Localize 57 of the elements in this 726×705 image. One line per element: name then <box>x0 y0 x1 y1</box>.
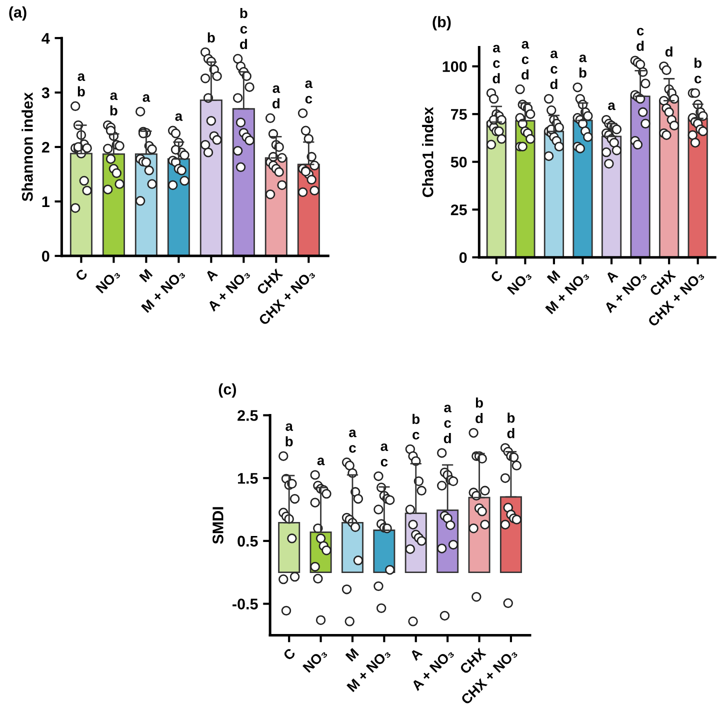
x-tick-label: NO₃ <box>95 268 121 294</box>
x-tick-label: C <box>282 648 296 661</box>
x-tick-label: C <box>490 270 504 284</box>
y-tick-label: 25 <box>450 204 467 216</box>
annotation: a <box>608 102 616 110</box>
annotation: b d <box>476 397 483 424</box>
chart-title: (b) <box>432 16 451 30</box>
annotation: b c <box>412 414 420 440</box>
annotation: a c d <box>444 404 452 444</box>
y-tick-label: 1.5 <box>238 473 258 484</box>
chart-title: (a) <box>9 6 26 21</box>
y-tick-label: 2.5 <box>238 410 258 421</box>
annotation: a c d <box>550 50 558 90</box>
annotation: a b <box>110 92 118 116</box>
annotation: c d <box>636 28 644 51</box>
x-tick-label: A <box>204 268 218 282</box>
x-tick-label: C <box>74 268 88 282</box>
x-tick-label: NO₃ <box>506 270 532 296</box>
x-tick-label: M <box>139 268 153 282</box>
x-tick-label: A <box>409 648 423 661</box>
annotation: a c <box>305 80 313 104</box>
y-axis-title: SMDI <box>212 507 224 544</box>
y-axis-title: Shannon index <box>22 92 33 202</box>
x-tick-label: A <box>605 270 618 284</box>
y-tick-label: -0.5 <box>232 598 258 610</box>
bar <box>373 530 396 574</box>
y-tick-label: 100 <box>442 61 467 72</box>
annotation: a b <box>78 73 86 96</box>
annotation: a c d <box>522 41 530 80</box>
annotation: d <box>665 46 672 57</box>
annotation: a d <box>272 85 280 108</box>
annotation: a b <box>579 54 587 78</box>
x-tick-label: M <box>546 270 560 284</box>
y-axis-title: Chao1 index <box>422 106 434 198</box>
annotation: b c d <box>240 8 248 50</box>
annotation: a c <box>349 430 356 453</box>
annotation: a c <box>380 443 388 467</box>
annotation: a b <box>286 423 294 446</box>
chart-title: (c) <box>218 383 236 398</box>
annotation: a <box>175 113 183 121</box>
y-tick-label: 75 <box>451 109 467 120</box>
annotation: b d <box>507 412 515 438</box>
annotation: a c d <box>492 44 500 84</box>
annotation: a <box>317 458 325 466</box>
y-tick-label: 0 <box>42 250 50 262</box>
y-tick-label: 50 <box>450 156 467 168</box>
y-tick-label: 1 <box>42 196 50 207</box>
y-tick-label: 3 <box>42 87 50 98</box>
y-tick-label: 0 <box>459 252 467 264</box>
x-tick-label: M <box>345 648 359 662</box>
y-tick-label: 0.5 <box>238 536 258 547</box>
y-tick-label: 2 <box>42 142 50 153</box>
annotation: b <box>208 32 215 43</box>
annotation: a <box>142 94 150 102</box>
x-tick-label: NO₃ <box>302 648 328 674</box>
annotation: b c <box>694 58 702 84</box>
y-tick-label: 4 <box>42 33 50 44</box>
